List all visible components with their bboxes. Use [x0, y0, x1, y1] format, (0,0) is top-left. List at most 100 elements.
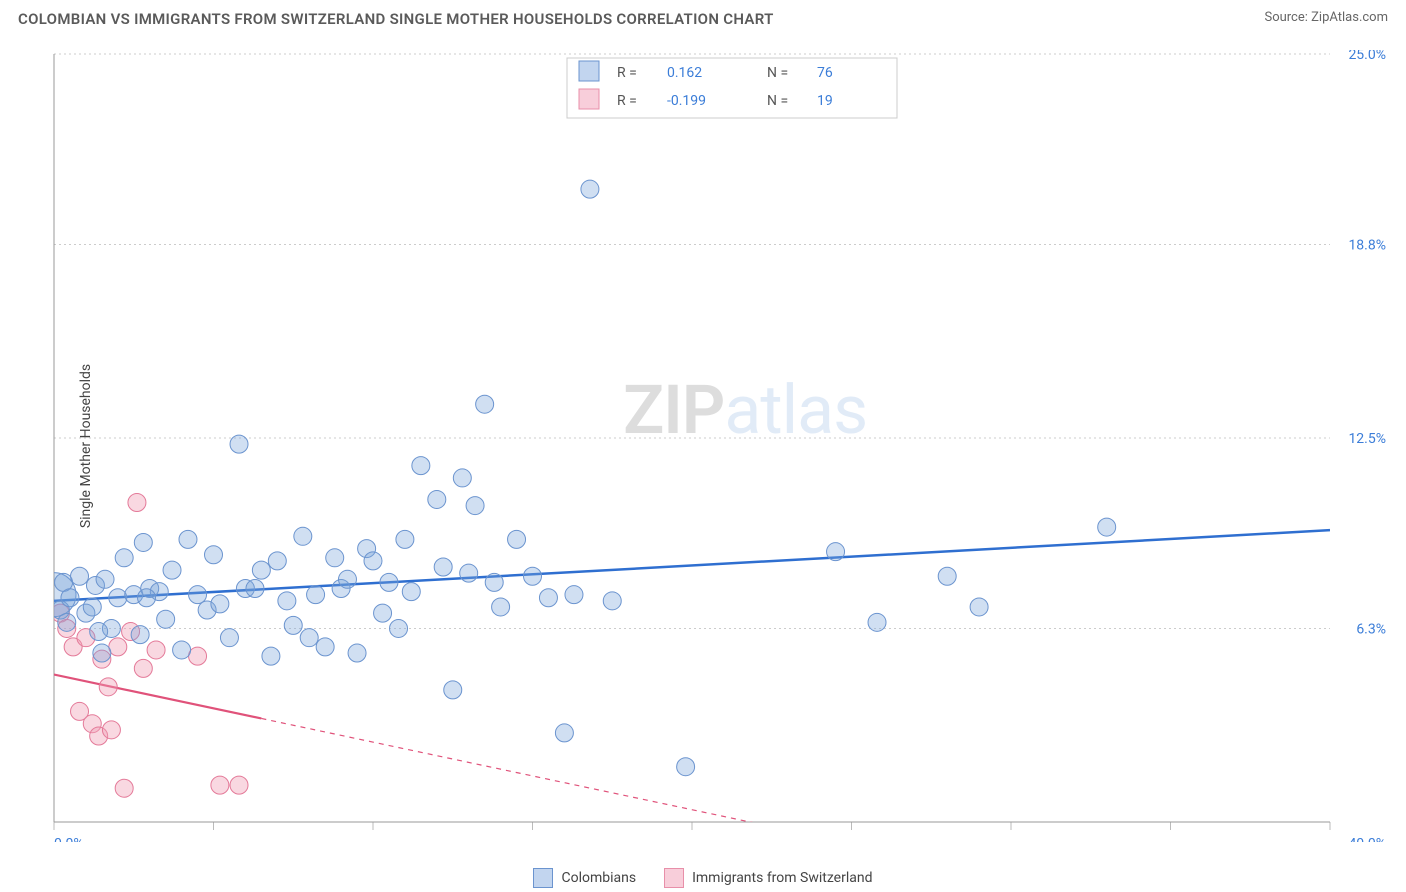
- point-colombians: [220, 629, 238, 647]
- series-colombians: [50, 180, 1116, 776]
- point-colombians: [338, 570, 356, 588]
- y-tick-label: 6.3%: [1356, 621, 1386, 637]
- point-colombians: [677, 758, 695, 776]
- point-swiss: [189, 647, 207, 665]
- y-tick-label: 12.5%: [1348, 431, 1386, 447]
- point-colombians: [83, 598, 101, 616]
- point-colombians: [278, 592, 296, 610]
- point-colombians: [460, 564, 478, 582]
- point-colombians: [492, 598, 510, 616]
- point-swiss: [128, 494, 146, 512]
- point-colombians: [109, 589, 127, 607]
- stats-r-label: R =: [617, 93, 637, 109]
- legend-item-colombians: Colombians: [533, 868, 636, 888]
- point-colombians: [396, 530, 414, 548]
- point-swiss: [230, 776, 248, 794]
- legend-swatch-blue: [533, 868, 553, 888]
- stats-n-value: 19: [817, 93, 833, 109]
- point-swiss: [109, 638, 127, 656]
- point-colombians: [524, 567, 542, 585]
- point-colombians: [1098, 518, 1116, 536]
- point-colombians: [205, 546, 223, 564]
- x-max-label: 40.0%: [1348, 836, 1386, 842]
- y-tick-label: 25.0%: [1348, 50, 1386, 63]
- point-colombians: [938, 567, 956, 585]
- point-colombians: [189, 586, 207, 604]
- legend-label-colombians: Colombians: [561, 870, 636, 886]
- stats-swatch: [579, 61, 599, 81]
- point-colombians: [268, 552, 286, 570]
- x-min-label: 0.0%: [54, 836, 84, 842]
- stats-n-label: N =: [767, 93, 788, 109]
- footer-legend: Colombians Immigrants from Switzerland: [0, 868, 1406, 888]
- point-swiss: [99, 678, 117, 696]
- stats-n-value: 76: [817, 65, 833, 81]
- point-colombians: [284, 616, 302, 634]
- point-colombians: [93, 644, 111, 662]
- point-colombians: [134, 533, 152, 551]
- point-swiss: [211, 776, 229, 794]
- point-colombians: [390, 619, 408, 637]
- stats-r-label: R =: [617, 65, 637, 81]
- point-swiss: [115, 779, 133, 797]
- point-colombians: [402, 583, 420, 601]
- legend-swatch-pink: [664, 868, 684, 888]
- point-colombians: [348, 644, 366, 662]
- point-colombians: [71, 567, 89, 585]
- point-colombians: [581, 180, 599, 198]
- point-colombians: [539, 589, 557, 607]
- chart-title: COLOMBIAN VS IMMIGRANTS FROM SWITZERLAND…: [18, 10, 774, 28]
- point-colombians: [380, 573, 398, 591]
- point-colombians: [252, 561, 270, 579]
- point-colombians: [58, 613, 76, 631]
- y-tick-label: 18.8%: [1348, 237, 1386, 253]
- point-swiss: [134, 659, 152, 677]
- point-colombians: [565, 586, 583, 604]
- point-colombians: [434, 558, 452, 576]
- point-colombians: [326, 549, 344, 567]
- point-colombians: [307, 586, 325, 604]
- point-colombians: [179, 530, 197, 548]
- point-colombians: [827, 543, 845, 561]
- point-colombians: [61, 589, 79, 607]
- point-colombians: [603, 592, 621, 610]
- chart-source: Source: ZipAtlas.com: [1264, 10, 1388, 25]
- point-colombians: [444, 681, 462, 699]
- point-colombians: [138, 589, 156, 607]
- point-colombians: [90, 623, 108, 641]
- point-colombians: [163, 561, 181, 579]
- point-colombians: [115, 549, 133, 567]
- plot-container: 6.3% 12.5% 18.8% 25.0% 0.0% 40.0% R = 0.162 N = 7…: [50, 50, 1394, 842]
- chart-header: COLOMBIAN VS IMMIGRANTS FROM SWITZERLAND…: [0, 0, 1406, 42]
- point-colombians: [131, 626, 149, 644]
- point-colombians: [230, 435, 248, 453]
- point-swiss: [147, 641, 165, 659]
- point-colombians: [262, 647, 280, 665]
- point-colombians: [428, 490, 446, 508]
- point-colombians: [970, 598, 988, 616]
- point-colombians: [485, 573, 503, 591]
- trend-line-dashed: [261, 718, 1330, 842]
- point-colombians: [246, 580, 264, 598]
- point-colombians: [300, 629, 318, 647]
- point-colombians: [173, 641, 191, 659]
- point-colombians: [868, 613, 886, 631]
- point-colombians: [508, 530, 526, 548]
- point-colombians: [211, 595, 229, 613]
- point-colombians: [476, 395, 494, 413]
- legend-label-swiss: Immigrants from Switzerland: [692, 870, 872, 886]
- point-colombians: [316, 638, 334, 656]
- stats-n-label: N =: [767, 65, 788, 81]
- stats-swatch: [579, 89, 599, 109]
- stats-r-value: 0.162: [667, 65, 702, 81]
- point-colombians: [453, 469, 471, 487]
- point-colombians: [157, 610, 175, 628]
- legend-item-swiss: Immigrants from Switzerland: [664, 868, 872, 888]
- point-colombians: [466, 497, 484, 515]
- point-colombians: [374, 604, 392, 622]
- point-colombians: [555, 724, 573, 742]
- point-colombians: [412, 457, 430, 475]
- point-colombians: [294, 527, 312, 545]
- point-colombians: [96, 570, 114, 588]
- scatter-plot: 6.3% 12.5% 18.8% 25.0% 0.0% 40.0% R = 0.162 N = 7…: [50, 50, 1394, 842]
